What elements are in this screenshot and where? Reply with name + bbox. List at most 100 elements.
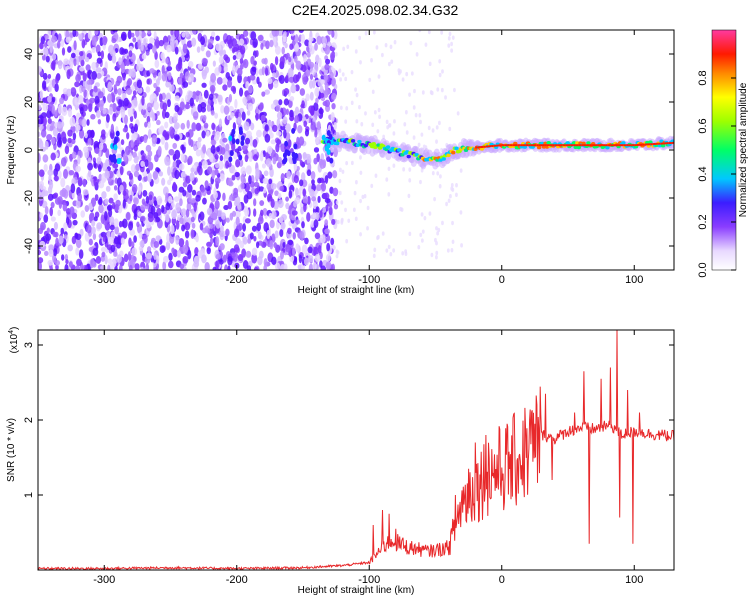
noise-speckle	[219, 230, 225, 241]
noise-speckle	[223, 204, 229, 211]
noise-speckle	[99, 99, 105, 107]
ridge-blob	[441, 157, 446, 161]
noise-speckle	[420, 132, 424, 137]
noise-speckle	[435, 250, 439, 256]
spectrogram-x-ticks: -300 -200 -100 0 100	[93, 30, 643, 286]
noise-speckle	[202, 160, 208, 169]
noise-speckle	[302, 152, 307, 159]
noise-speckle	[293, 175, 299, 184]
ridge-cluster	[231, 137, 236, 144]
snr-x-tick-label: -100	[358, 574, 380, 586]
noise-speckle	[81, 85, 86, 93]
noise-speckle	[122, 127, 128, 133]
noise-speckle	[233, 244, 240, 253]
noise-speckle	[85, 64, 91, 72]
noise-speckle	[133, 110, 137, 120]
noise-speckle	[177, 77, 183, 85]
noise-speckle	[292, 74, 299, 84]
ridge-blob	[446, 153, 451, 158]
noise-speckle	[66, 69, 71, 80]
noise-speckle	[208, 93, 214, 101]
noise-speckle	[210, 237, 214, 245]
noise-speckle	[131, 183, 138, 194]
ridge-blob	[621, 141, 626, 145]
noise-speckle	[210, 212, 216, 219]
noise-speckle	[197, 63, 203, 70]
noise-speckle	[113, 218, 119, 228]
noise-speckle	[70, 52, 76, 59]
noise-speckle	[218, 55, 224, 64]
noise-speckle	[436, 87, 440, 92]
noise-speckle	[211, 169, 216, 180]
noise-speckle	[421, 90, 425, 95]
noise-speckle	[65, 259, 69, 265]
noise-speckle	[96, 57, 103, 64]
noise-speckle	[263, 222, 269, 233]
noise-speckle	[333, 203, 339, 210]
noise-speckle	[327, 171, 333, 179]
noise-speckle	[190, 229, 195, 239]
noise-speckle	[312, 262, 317, 270]
noise-speckle	[280, 221, 286, 230]
noise-speckle	[338, 178, 342, 184]
noise-speckle	[42, 103, 49, 112]
noise-speckle	[122, 73, 126, 81]
noise-speckle	[151, 134, 158, 145]
noise-speckle	[78, 118, 83, 125]
noise-speckle	[57, 104, 63, 115]
noise-speckle	[145, 252, 152, 260]
noise-speckle	[206, 149, 211, 157]
noise-speckle	[450, 41, 453, 47]
noise-speckle	[211, 122, 216, 131]
ridge-cluster	[240, 135, 245, 142]
noise-speckle	[161, 65, 165, 75]
noise-speckle	[441, 220, 444, 226]
noise-speckle	[63, 233, 68, 240]
noise-speckle	[122, 190, 127, 197]
noise-speckle	[366, 226, 369, 231]
noise-speckle	[302, 194, 309, 205]
noise-speckle	[75, 73, 81, 83]
noise-speckle	[129, 115, 134, 123]
noise-speckle	[165, 202, 171, 211]
noise-speckle	[253, 235, 257, 242]
noise-speckle	[179, 263, 185, 270]
noise-speckle	[79, 66, 85, 72]
noise-speckle	[441, 69, 444, 74]
noise-speckle	[440, 87, 444, 93]
noise-speckle	[331, 102, 336, 110]
noise-speckle	[125, 211, 131, 221]
noise-speckle	[408, 92, 411, 97]
noise-speckle	[110, 129, 115, 140]
noise-speckle	[460, 243, 463, 248]
noise-speckle	[97, 51, 102, 57]
noise-speckle	[240, 182, 245, 190]
noise-speckle	[285, 75, 289, 83]
noise-speckle	[145, 222, 152, 229]
noise-speckle	[83, 146, 89, 153]
noise-speckle	[132, 90, 137, 96]
noise-speckle	[104, 170, 110, 179]
noise-speckle	[239, 63, 244, 70]
noise-speckle	[93, 176, 97, 187]
noise-speckle	[137, 174, 142, 181]
noise-speckle	[219, 154, 224, 162]
noise-speckle	[120, 237, 125, 245]
ridge-blob	[377, 146, 383, 150]
noise-speckle	[310, 121, 316, 131]
noise-speckle	[276, 131, 282, 137]
noise-speckle	[163, 255, 169, 263]
noise-speckle	[169, 126, 175, 135]
noise-speckle	[407, 193, 411, 199]
noise-speckle	[219, 50, 224, 57]
noise-speckle	[273, 99, 279, 106]
noise-speckle	[195, 149, 202, 157]
ridge-halo	[426, 149, 433, 158]
snr-x-tick-label: -200	[226, 574, 248, 586]
noise-speckle	[322, 206, 327, 213]
noise-speckle	[318, 57, 322, 68]
noise-speckle	[129, 229, 136, 236]
noise-speckle	[169, 84, 175, 92]
noise-speckle	[333, 121, 337, 131]
noise-speckle	[320, 79, 325, 85]
